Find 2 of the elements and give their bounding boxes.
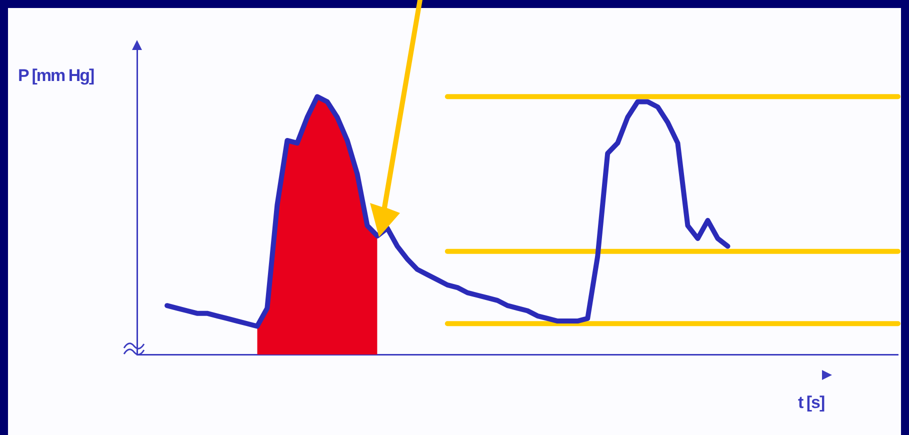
x-axis-title: t [s] [798,393,824,413]
y-axis-title: P [mm Hg] [18,66,94,86]
